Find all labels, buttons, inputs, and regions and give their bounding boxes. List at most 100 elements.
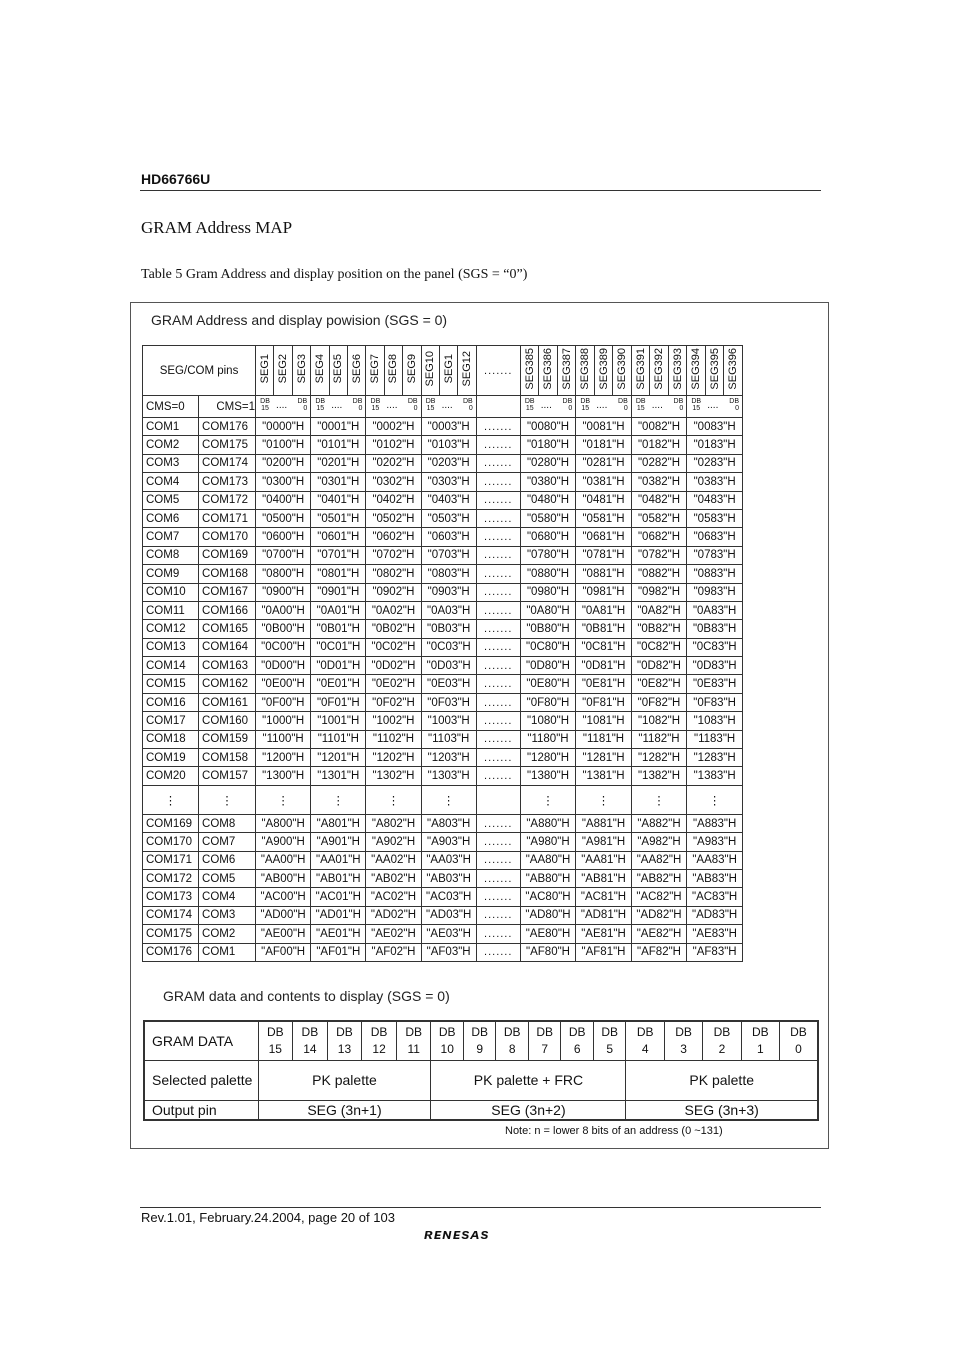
address-cell: "0C82"H [630,637,688,658]
address-cell: "A800"H [255,813,312,834]
seg-label: SEG390 [616,348,628,390]
address-cell: "0C81"H [575,637,632,658]
com-cms1: COM167 [198,582,257,602]
address-cell: "0B82"H [630,619,688,639]
ellipsis-cell: ....... [475,490,521,510]
address-cell: "A882"H [630,813,688,834]
address-cell: "0502"H [365,508,422,529]
ellipsis-cell: ....... [475,748,521,768]
ellipsis-cell: ....... [475,619,521,639]
db-prefix: DB [675,1024,692,1039]
address-cell: "0980"H [519,582,577,602]
address-cell: "A980"H [519,832,577,852]
address-cell: "0002"H [365,416,422,437]
address-cell: "0600"H [255,527,312,547]
address-cell: "0C80"H [519,637,577,658]
address-cell: "0503"H [420,508,477,529]
bit-cell: DB 1 [740,1020,781,1061]
address-cell: "0A81"H [575,600,632,621]
address-cell: "AD02"H [365,905,422,926]
seg-label: SEG393 [671,348,684,390]
db-high: DB 15 [635,397,646,412]
address-cell: "AC03"H [420,887,477,907]
bit-cell: DB 11 [395,1020,432,1061]
table-row: COM15 COM162 "0E00"H "0E01"H "0E02"H "0E03"H.… [141,674,743,694]
com-cms1: COM6 [198,850,257,870]
bit-cell: DB 9 [462,1020,497,1061]
address-cell: "AD83"H [686,905,743,926]
palette-cell: PK palette [257,1059,432,1101]
seg-label: SEG394 [690,348,702,390]
address-cell: "AD03"H [420,905,477,926]
seg-header: SEG8 [383,345,404,396]
address-cell: "1080"H [519,711,577,731]
address-cell: "AE83"H [686,924,743,944]
address-cell: "0983"H [686,582,743,602]
ellipsis-cell: ....... [475,508,521,529]
address-cell: "A883"H [686,813,743,834]
address-cell: "AE03"H [420,924,477,944]
table-row: COM8 COM169 "0700"H "0701"H "0702"H "0703"H..… [141,545,743,566]
seg-label: SEG4 [313,354,326,384]
com-cms0: COM13 [141,637,200,658]
com-cms0: COM17 [141,711,200,731]
address-cell: "0E82"H [630,674,688,694]
com-cms1: COM4 [198,887,257,907]
seg-label: SEG386 [542,348,554,390]
db-dots: .... [707,399,719,411]
ellipsis-header: ....... [475,345,521,396]
seg-label: SEG388 [579,348,591,390]
address-cell: "0400"H [255,490,312,510]
seg-header: SEG395 [704,345,725,396]
db-prefix: DB [790,1024,807,1039]
address-cell: "0883"H [686,564,743,584]
com-cms1: COM165 [198,619,257,639]
address-cell: "AD00"H [255,905,312,926]
com-cms1: COM176 [198,416,257,437]
ellipsis-cell: ....... [475,674,521,694]
address-cell: "AF01"H [310,942,367,962]
address-cell: "0000"H [255,416,312,437]
address-cell: "1381"H [575,766,632,786]
address-cell: "0F80"H [519,692,577,713]
address-cell: "0F02"H [365,692,422,713]
selected-palette-label: Selected palette [143,1059,259,1101]
db-dots: .... [276,399,288,411]
com-cms0: COM15 [141,674,200,694]
section-title: GRAM Address MAP [141,218,293,237]
output-pin-label: Output pin [143,1099,259,1121]
address-cell: "0402"H [365,490,422,510]
address-cell: "1101"H [310,729,367,750]
bit-cell: DB 4 [625,1020,665,1061]
com-cms0: COM170 [141,832,200,852]
address-cell: "0602"H [365,527,422,547]
bit-number: 11 [407,1041,420,1056]
address-cell: "1102"H [365,729,422,750]
com-cms0: COM19 [141,748,200,768]
com-cms1: COM163 [198,656,257,676]
bit-number: 9 [476,1041,484,1056]
address-cell: "1001"H [310,711,367,731]
table-row: COM7 COM170 "0600"H "0601"H "0602"H "0603"H..… [141,527,743,547]
db-low: DB 0 [562,397,573,412]
address-cell: "0F03"H [420,692,477,713]
seg-label: SEG1 [258,354,271,384]
address-cell: "1003"H [420,711,477,731]
ellipsis-cell: ....... [475,637,521,658]
ellipsis-cell: ....... [475,850,521,870]
address-cell: "0102"H [365,435,422,455]
table-row: COM13 COM164 "0C00"H "0C01"H "0C02"H "0C03"H.… [141,637,743,658]
seg-label: SEG389 [597,348,610,390]
com-cms0: COM176 [141,942,200,962]
ellipsis-cell: ....... [475,813,521,834]
address-cell: "0F00"H [255,692,312,713]
db-high: DB 15 [580,397,591,412]
address-cell: "1282"H [630,748,688,768]
address-cell: "AC01"H [310,887,367,907]
address-cell: "1300"H [255,766,312,786]
address-cell: "0B80"H [519,619,577,639]
address-cell: "1203"H [420,748,477,768]
renesas-logo: ʀᴇɴᴇsᴀs [424,1226,490,1243]
address-cell: "1280"H [519,748,577,768]
